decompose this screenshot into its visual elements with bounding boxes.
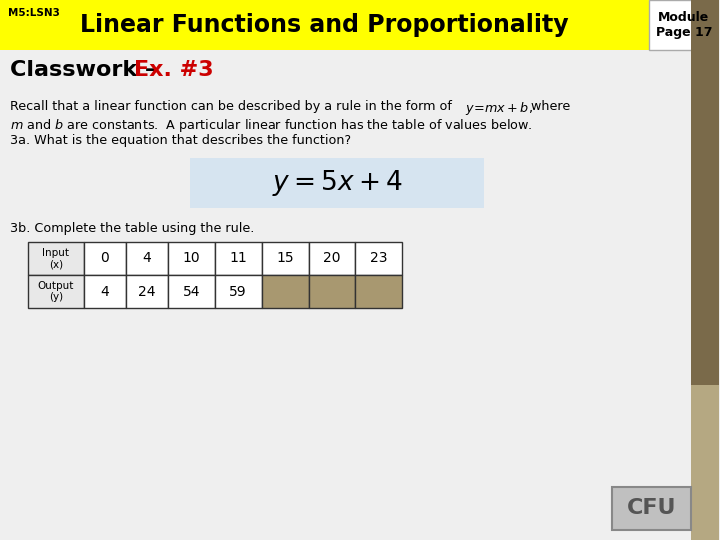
FancyBboxPatch shape <box>168 242 215 275</box>
FancyBboxPatch shape <box>308 242 356 275</box>
Text: Module
Page 17: Module Page 17 <box>656 11 712 39</box>
FancyBboxPatch shape <box>28 275 84 308</box>
FancyBboxPatch shape <box>308 275 356 308</box>
FancyBboxPatch shape <box>126 275 168 308</box>
Text: Recall that a linear function can be described by a rule in the form of: Recall that a linear function can be des… <box>10 100 456 113</box>
Text: M5:LSN3: M5:LSN3 <box>8 8 60 18</box>
Text: 4: 4 <box>143 252 151 266</box>
Text: $y\!=\!\mathit{m}x + \mathit{b},$: $y\!=\!\mathit{m}x + \mathit{b},$ <box>465 100 534 117</box>
Text: 23: 23 <box>370 252 387 266</box>
Text: 3b. Complete the table using the rule.: 3b. Complete the table using the rule. <box>10 222 254 235</box>
FancyBboxPatch shape <box>649 0 719 50</box>
FancyBboxPatch shape <box>691 385 719 540</box>
FancyBboxPatch shape <box>356 275 402 308</box>
Text: Ex. #3: Ex. #3 <box>134 60 213 80</box>
FancyBboxPatch shape <box>691 0 719 385</box>
Text: 11: 11 <box>229 252 247 266</box>
FancyBboxPatch shape <box>84 275 126 308</box>
FancyBboxPatch shape <box>126 242 168 275</box>
Text: 10: 10 <box>182 252 200 266</box>
FancyBboxPatch shape <box>261 275 308 308</box>
FancyBboxPatch shape <box>261 242 308 275</box>
Text: 59: 59 <box>229 285 247 299</box>
FancyBboxPatch shape <box>356 242 402 275</box>
FancyBboxPatch shape <box>612 487 691 530</box>
Text: CFU: CFU <box>626 498 676 518</box>
Text: 15: 15 <box>276 252 294 266</box>
Text: 4: 4 <box>101 285 109 299</box>
Text: Input
(x): Input (x) <box>42 248 69 269</box>
FancyBboxPatch shape <box>189 158 485 208</box>
Text: where: where <box>527 100 570 113</box>
Text: 3a. What is the equation that describes the function?: 3a. What is the equation that describes … <box>10 134 351 147</box>
Text: 0: 0 <box>101 252 109 266</box>
Text: $\mathit{m}$ and $\mathit{b}$ are constants.  A particular linear function has t: $\mathit{m}$ and $\mathit{b}$ are consta… <box>10 117 533 134</box>
FancyBboxPatch shape <box>28 242 84 275</box>
Text: Linear Functions and Proportionality: Linear Functions and Proportionality <box>80 13 569 37</box>
Text: Classwork –: Classwork – <box>10 60 164 80</box>
Text: 24: 24 <box>138 285 156 299</box>
FancyBboxPatch shape <box>215 242 261 275</box>
Text: 54: 54 <box>182 285 200 299</box>
Text: 20: 20 <box>323 252 341 266</box>
FancyBboxPatch shape <box>0 0 649 50</box>
FancyBboxPatch shape <box>215 275 261 308</box>
Text: $y = 5x + 4$: $y = 5x + 4$ <box>271 168 402 198</box>
Text: Output
(y): Output (y) <box>37 281 74 302</box>
FancyBboxPatch shape <box>84 242 126 275</box>
FancyBboxPatch shape <box>168 275 215 308</box>
